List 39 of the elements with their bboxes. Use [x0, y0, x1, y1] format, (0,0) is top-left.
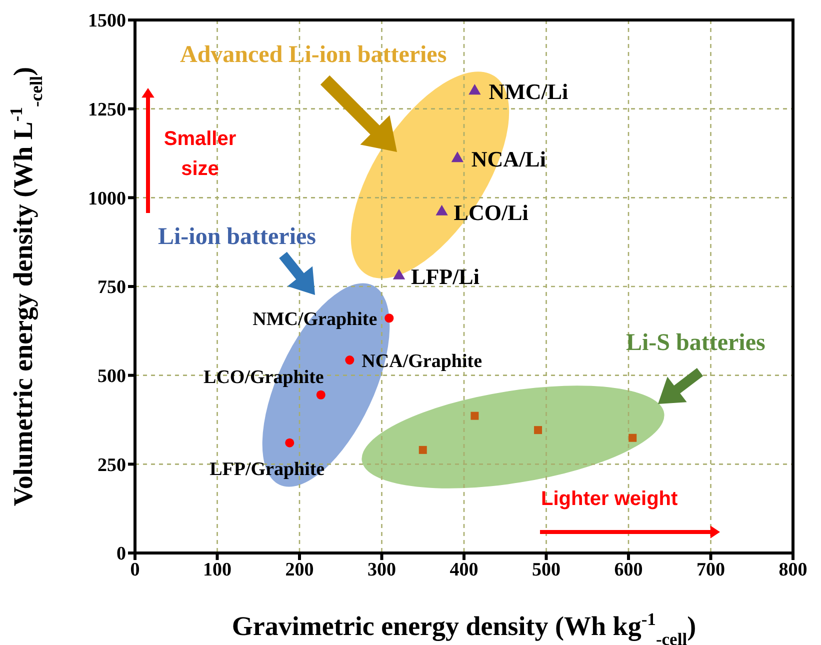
- annotation: Lighter weight: [541, 488, 678, 510]
- point: [392, 268, 406, 280]
- y-tick-label: 250: [98, 454, 126, 476]
- annotation: Smaller size: [164, 128, 236, 180]
- point: [345, 356, 354, 365]
- annotation: LFP/Li: [411, 264, 480, 289]
- point: [470, 412, 479, 420]
- annotation: Advanced Li-ion batteries: [180, 42, 447, 68]
- y-tick-label: 1250: [88, 100, 126, 121]
- point: [628, 434, 637, 442]
- point: [468, 84, 481, 95]
- x-tick-label: 400: [450, 559, 478, 580]
- x-tick-label: 200: [285, 559, 314, 580]
- annotation: LCO/Graphite: [204, 366, 324, 388]
- x-tick-label: 700: [696, 559, 725, 580]
- point: [436, 204, 448, 216]
- y-tick-label: 1500: [88, 10, 126, 32]
- point: [534, 426, 542, 434]
- y-tick-label: 0: [116, 544, 126, 565]
- annotation: Li-ion batteries: [158, 224, 316, 250]
- x-tick-label: 100: [203, 559, 232, 580]
- annotation: NCA/Graphite: [362, 351, 482, 372]
- x-axis-title: Gravimetric energy density (Wh kg$^{-1}$$_{-cell}$): [232, 609, 696, 645]
- x-tick-label: 600: [614, 559, 643, 580]
- point: [285, 438, 294, 448]
- point: [418, 446, 427, 454]
- x-tick-label: 300: [368, 559, 396, 580]
- point: [451, 152, 464, 162]
- annotation: LFP/Graphite: [210, 458, 325, 480]
- point: [316, 390, 326, 400]
- annotation: NMC/Graphite: [252, 309, 378, 330]
- point: [384, 314, 394, 323]
- y-tick-label: 750: [98, 277, 126, 298]
- x-tick-label: 500: [532, 559, 560, 580]
- annotation: Li-S batteries: [626, 330, 766, 356]
- x-tick-label: 0: [130, 559, 140, 580]
- y-tick-label: 500: [98, 366, 126, 388]
- y-tick-label: 1000: [88, 188, 126, 210]
- x-tick-label: 800: [778, 559, 808, 580]
